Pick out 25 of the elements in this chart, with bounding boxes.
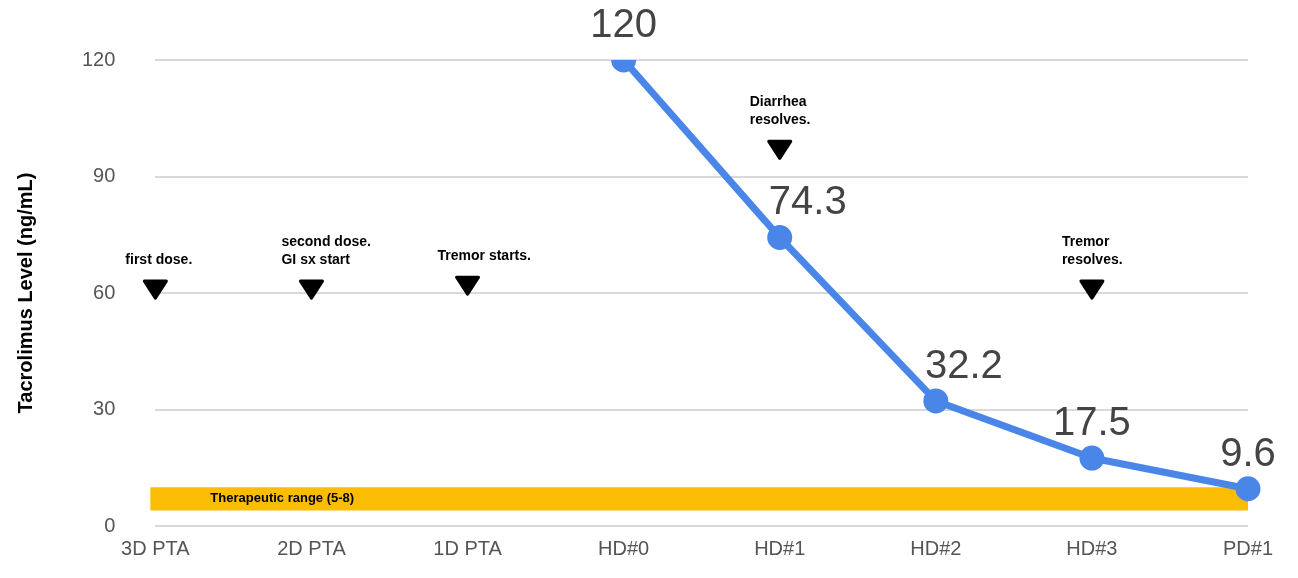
- y-axis-title: Tacrolimus Level (ng/mL): [13, 172, 36, 414]
- data-label: 17.5: [1052, 399, 1131, 444]
- band-label: Therapeutic range (5-8): [210, 490, 355, 506]
- data-label: 120: [590, 1, 658, 46]
- x-tick-label: HD#1: [754, 536, 806, 559]
- y-tick-label: 60: [93, 280, 116, 303]
- y-tick-label: 0: [104, 513, 116, 536]
- x-tick-label: 2D PTA: [277, 536, 347, 559]
- y-tick-label: 120: [81, 47, 116, 70]
- x-tick-label: HD#0: [598, 536, 650, 559]
- y-tick-label: 30: [93, 397, 116, 420]
- x-tick-label: 1D PTA: [433, 536, 503, 559]
- annotation: Tremor resolves.: [1061, 232, 1123, 267]
- data-label: 32.2: [924, 341, 1003, 386]
- data-label: 74.3: [768, 178, 847, 223]
- data-label: 9.6: [1220, 429, 1276, 474]
- x-tick-label: HD#3: [1066, 536, 1118, 559]
- annotation: Diarrhea resolves.: [749, 93, 811, 128]
- x-tick-label: PD#1: [1222, 536, 1274, 559]
- x-tick-label: HD#2: [910, 536, 962, 559]
- x-tick-label: 3D PTA: [121, 536, 191, 559]
- annotation: second dose. GI sx start: [281, 232, 371, 267]
- annotation: first dose.: [125, 250, 193, 267]
- y-tick-label: 90: [93, 164, 116, 187]
- annotation: Tremor starts.: [437, 247, 531, 264]
